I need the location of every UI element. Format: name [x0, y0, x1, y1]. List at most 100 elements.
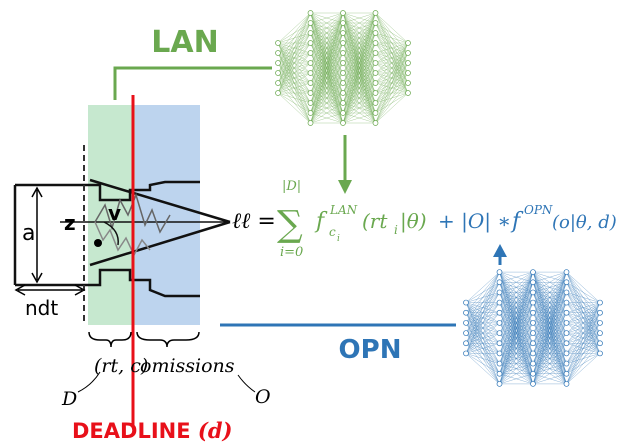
net-node [497, 351, 502, 356]
net-edge [567, 313, 601, 384]
net-node [308, 111, 313, 116]
net-edge [278, 93, 311, 103]
net-node [406, 71, 411, 76]
net-node [308, 101, 313, 106]
net-edge [278, 13, 311, 53]
net-node [406, 41, 411, 46]
net-node [497, 320, 502, 325]
net-edge [567, 353, 601, 384]
net-node [564, 320, 569, 325]
lan-f: f [314, 209, 328, 234]
net-node [406, 51, 411, 56]
net-node [564, 371, 569, 376]
net-node [373, 91, 378, 96]
net-node [497, 300, 502, 305]
net-node [373, 31, 378, 36]
net-node [341, 81, 346, 86]
net-node [308, 31, 313, 36]
net-node [308, 11, 313, 16]
net-edge [567, 272, 601, 303]
opn-sup: OPN [524, 203, 553, 217]
net-node [564, 290, 569, 295]
net-node [406, 91, 411, 96]
net-node [564, 361, 569, 366]
net-edge [278, 13, 311, 83]
net-node [531, 371, 536, 376]
net-edge [376, 53, 409, 123]
net-node [531, 270, 536, 275]
net-node [341, 91, 346, 96]
net-edge [466, 272, 500, 313]
net-node [497, 280, 502, 285]
net-node [497, 270, 502, 275]
net-edge [278, 93, 311, 113]
net-node [341, 121, 346, 126]
lan-label: LAN [151, 25, 218, 60]
omissions-label: omissions [140, 355, 235, 377]
net-node [308, 41, 313, 46]
net-node [564, 310, 569, 315]
net-node [464, 310, 469, 315]
net-node [598, 331, 603, 336]
net-node [373, 101, 378, 106]
net-node [531, 361, 536, 366]
param-a: a [22, 221, 35, 246]
deadline-var: (d) [198, 418, 233, 443]
net-node [598, 320, 603, 325]
net-node [373, 81, 378, 86]
net-node [276, 41, 281, 46]
net-node [373, 11, 378, 16]
net-node [373, 41, 378, 46]
omission-region [135, 105, 200, 325]
net-node [497, 371, 502, 376]
net-node [531, 320, 536, 325]
net-node [308, 21, 313, 26]
net-node [341, 31, 346, 36]
opn-label: OPN [339, 335, 402, 365]
net-node [531, 300, 536, 305]
net-node [531, 280, 536, 285]
lan-arg: (rt [362, 209, 388, 233]
net-node [373, 61, 378, 66]
net-edge [376, 83, 409, 123]
opn-arrowhead [493, 244, 507, 257]
net-node [341, 41, 346, 46]
lan-subsub: i [337, 234, 340, 244]
net-node [531, 331, 536, 336]
formula-lhs: ℓℓ = [232, 209, 276, 234]
net-node [276, 61, 281, 66]
param-z: z [64, 211, 76, 235]
param-ndt: ndt [25, 296, 58, 320]
net-edge [567, 333, 601, 384]
net-edge [567, 282, 601, 302]
net-node [531, 290, 536, 295]
brace [137, 332, 199, 347]
diagram: LAN OPN a z v ndt (rt, c) omissions D O … [0, 0, 626, 444]
net-node [564, 300, 569, 305]
pointer [238, 375, 255, 392]
net-node [531, 310, 536, 315]
net-node [564, 381, 569, 386]
set-o: O [255, 386, 271, 408]
net-node [341, 51, 346, 56]
net-edge [466, 353, 500, 363]
net-node [464, 331, 469, 336]
lan-term: ∑ |D| i=0 f LAN c i (rt i |θ) [277, 179, 427, 260]
net-node [341, 61, 346, 66]
net-node [531, 351, 536, 356]
sum-upper: |D| [282, 179, 301, 194]
sum-sign: ∑ [277, 204, 303, 245]
net-edge [567, 292, 601, 302]
net-node [276, 81, 281, 86]
deadline-word: DEADLINE [72, 419, 191, 443]
lan-sub: c [329, 225, 336, 239]
lan-sup: LAN [329, 203, 358, 217]
net-node [406, 61, 411, 66]
net-node [276, 91, 281, 96]
net-edge [376, 33, 409, 43]
net-node [564, 270, 569, 275]
net-edge [376, 13, 409, 43]
net-node [564, 351, 569, 356]
net-node [373, 21, 378, 26]
net-node [308, 71, 313, 76]
